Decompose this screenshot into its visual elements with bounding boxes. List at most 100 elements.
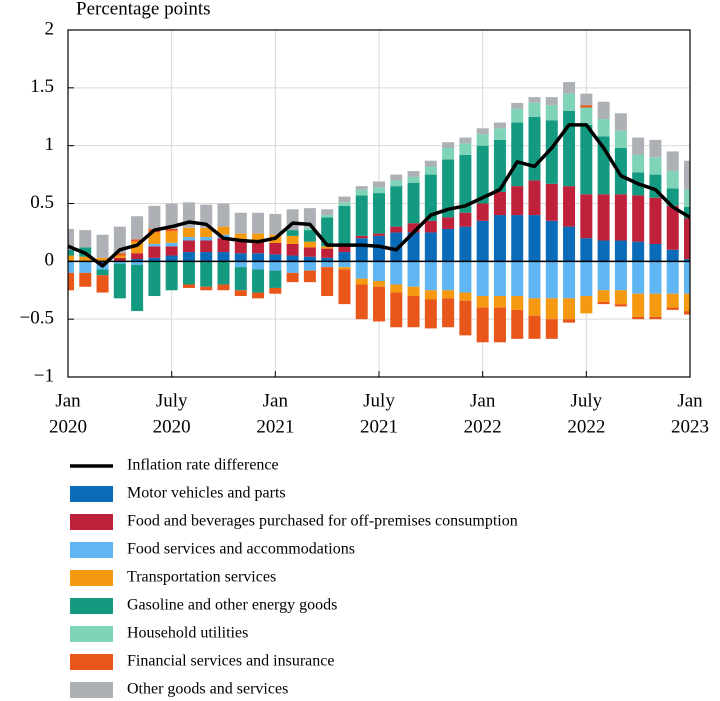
bar-segment xyxy=(355,235,368,239)
bar-segment xyxy=(79,230,92,248)
bar-segment xyxy=(459,261,472,293)
bar-segment xyxy=(373,235,385,262)
legend-label: Gasoline and other energy goods xyxy=(127,597,337,614)
bar-segment xyxy=(614,261,627,291)
bar-segment xyxy=(407,261,420,287)
bar-segment xyxy=(666,151,679,172)
bar-segment xyxy=(442,142,455,148)
bar-segment xyxy=(684,311,690,315)
bar-segment xyxy=(528,116,541,181)
bar-segment xyxy=(79,261,92,273)
bar-segment xyxy=(632,241,645,262)
y-tick-label: 0.5 xyxy=(30,192,54,213)
bar-segment xyxy=(511,309,524,339)
bar-segment xyxy=(493,261,506,297)
bar-segment xyxy=(355,186,368,190)
bar-segment xyxy=(338,246,351,253)
bar-segment xyxy=(649,197,662,244)
bar-segment xyxy=(390,180,403,187)
bar-segment xyxy=(321,246,334,249)
bar-segment xyxy=(476,145,489,204)
bar-segment xyxy=(269,213,282,235)
bar-segment xyxy=(252,241,265,254)
bar-segment xyxy=(338,261,351,268)
bar-segment xyxy=(459,137,472,144)
bar-segment xyxy=(303,230,316,242)
legend-label: Food and beverages purchased for off-pre… xyxy=(127,513,518,530)
bar-segment xyxy=(303,261,316,271)
bar-segment xyxy=(407,223,420,233)
y-tick-label: −1 xyxy=(34,365,54,386)
bar-segment xyxy=(632,195,645,242)
bar-segment xyxy=(597,240,610,262)
bar-segment xyxy=(684,218,690,260)
bar-segment xyxy=(407,171,420,177)
bar-segment xyxy=(303,227,316,231)
bar-segment xyxy=(234,241,247,254)
bar-segment xyxy=(165,203,178,229)
bar-segment xyxy=(148,243,161,247)
bar-segment xyxy=(79,256,92,262)
bars xyxy=(68,82,690,343)
bar-segment xyxy=(614,113,627,131)
bar-segment xyxy=(390,284,403,293)
bar-segment xyxy=(424,261,437,291)
bar-segment xyxy=(200,240,213,253)
legend-swatch xyxy=(70,514,113,530)
bar-segment xyxy=(286,243,299,256)
bar-segment xyxy=(424,166,437,175)
bar-segment xyxy=(113,257,126,262)
bar-segment xyxy=(614,240,627,262)
bar-segment xyxy=(165,231,178,243)
bar-segment xyxy=(182,237,195,241)
bar-segment xyxy=(148,261,161,297)
bar-segment xyxy=(666,171,679,189)
bar-segment xyxy=(373,280,385,287)
bar-segment xyxy=(580,124,593,195)
bar-segment xyxy=(563,110,576,187)
bar-segment xyxy=(545,220,558,262)
bar-segment xyxy=(666,293,679,308)
bar-segment xyxy=(545,319,558,339)
bar-segment xyxy=(442,159,455,218)
bar-segment xyxy=(165,261,178,291)
bar-segment xyxy=(113,255,126,258)
bar-segment xyxy=(459,292,472,301)
bar-segment xyxy=(528,215,541,262)
y-tick-label: 1 xyxy=(45,134,55,155)
bar-segment xyxy=(200,261,213,287)
bar-segment xyxy=(68,261,74,273)
bar-segment xyxy=(148,246,161,258)
bar-segment xyxy=(217,238,230,253)
bar-segment xyxy=(442,290,455,299)
bar-segment xyxy=(424,160,437,167)
bar-segment xyxy=(269,254,282,262)
bar-segment xyxy=(234,253,247,262)
bar-segment xyxy=(96,234,109,258)
bar-segment xyxy=(407,296,420,328)
bar-segment xyxy=(338,267,351,270)
bar-segment xyxy=(528,298,541,316)
bar-segment xyxy=(545,120,558,184)
bar-segment xyxy=(649,243,662,262)
bar-segment xyxy=(338,196,351,203)
bar-segment xyxy=(528,180,541,216)
bar-segment xyxy=(321,257,334,262)
x-tick-label: 2023 xyxy=(671,416,709,437)
bar-segment xyxy=(182,284,195,288)
bar-segment xyxy=(528,97,541,103)
bar-segment xyxy=(493,296,506,308)
bar-segment xyxy=(684,261,690,294)
bar-segment xyxy=(131,216,144,240)
bar-segment xyxy=(269,242,282,255)
bar-segment xyxy=(338,269,351,305)
bar-segment xyxy=(390,292,403,328)
bar-segment xyxy=(545,183,558,221)
x-tick-label: July xyxy=(570,390,602,411)
bar-segment xyxy=(407,176,420,183)
bar-segment xyxy=(684,160,690,190)
bar-segment xyxy=(373,181,385,188)
x-tick-label: Jan xyxy=(263,390,289,411)
bar-segment xyxy=(148,205,161,229)
bar-segment xyxy=(597,261,610,291)
